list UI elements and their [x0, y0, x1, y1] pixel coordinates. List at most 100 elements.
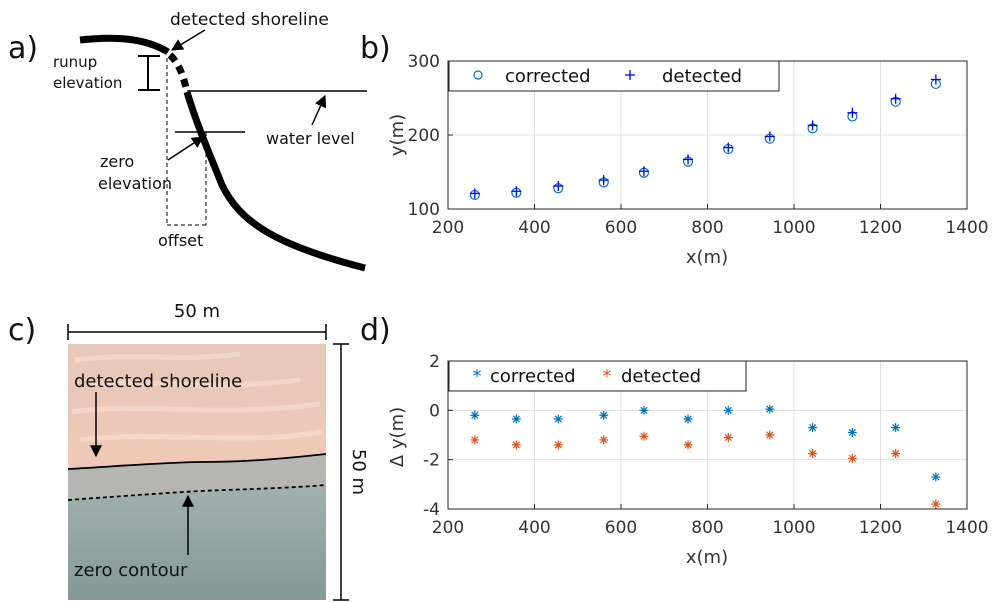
- runup-label-2: elevation: [53, 74, 122, 92]
- detected-shoreline-curve: [67, 453, 327, 470]
- chart-b-point-detected: [683, 154, 694, 165]
- chart-d: 200 400 600 800 1000 1200 1400 -4 -2 0 2 x(m) Δ y(…: [387, 352, 989, 568]
- chart-d-point-corrected: [808, 423, 818, 433]
- chart-d-point-corrected: [599, 410, 609, 420]
- chart-b-point-detected: [598, 175, 609, 186]
- chart-d-point-corrected: [891, 423, 901, 433]
- chart-d-point-detected: [723, 432, 733, 442]
- chart-d-xtick-label: 1400: [945, 518, 988, 538]
- chart-d-point-corrected: [683, 414, 693, 424]
- chart-d-markers: [470, 404, 941, 509]
- detected-shoreline-arrow: [170, 29, 206, 51]
- chart-b-point-detected: [511, 186, 522, 197]
- photo-detected-shoreline-label: detected shoreline: [74, 371, 242, 392]
- chart-d-ylabel: Δ y(m): [387, 407, 408, 467]
- chart-d-point-corrected: [553, 414, 563, 424]
- chart-b-xlabel: x(m): [686, 247, 728, 268]
- chart-b-point-detected: [847, 107, 858, 118]
- photo-zero-contour-label: zero contour: [74, 560, 188, 581]
- chart-b-legend-detected-marker: [625, 70, 635, 80]
- chart-d-point-detected: [683, 440, 693, 450]
- chart-b-point-detected: [930, 74, 941, 85]
- chart-b-ytick-label: 100: [408, 200, 440, 220]
- chart-b-point-detected: [723, 142, 734, 153]
- chart-d-legend-detected-marker: *: [603, 366, 612, 387]
- chart-d-point-corrected: [723, 405, 733, 415]
- chart-b-xtick-label: 1000: [772, 218, 815, 238]
- chart-b-point-detected: [638, 166, 649, 177]
- chart-b-xtick-label: 800: [691, 218, 723, 238]
- photo-wet-band: [68, 455, 326, 500]
- chart-d-legend-detected-label: detected: [621, 366, 701, 387]
- schematic-panel: detected shoreline runup elevation zero …: [53, 10, 367, 272]
- chart-b-legend-corrected-marker: [473, 70, 483, 80]
- water-level-arrow: [311, 94, 327, 126]
- chart-b-point-detected: [807, 120, 818, 131]
- panel-label-c: c): [8, 313, 36, 348]
- zero-elevation-arrow: [167, 136, 205, 161]
- chart-d-xtick-label: 1000: [772, 518, 815, 538]
- chart-d-legend-box: [448, 360, 747, 392]
- chart-d-point-corrected: [765, 404, 775, 414]
- chart-b-ytick-label: 200: [408, 126, 440, 146]
- chart-b-markers: [469, 74, 941, 201]
- chart-d-xtick-label: 600: [605, 518, 637, 538]
- runup-label-1: runup: [53, 53, 97, 71]
- chart-d-point-detected: [765, 430, 775, 440]
- water-level-label: water level: [266, 129, 355, 148]
- detected-shoreline-label: detected shoreline: [170, 10, 329, 30]
- chart-b-legend-detected-label: detected: [662, 66, 742, 87]
- chart-d-point-detected: [470, 435, 480, 445]
- chart-d-point-detected: [891, 449, 901, 458]
- chart-d-ytick-label: 0: [429, 401, 440, 421]
- chart-d-ytick-label: 2: [429, 352, 440, 372]
- chart-d-legend: * corrected * detected: [448, 360, 747, 392]
- chart-d-legend-corrected-label: corrected: [490, 366, 576, 387]
- chart-b-point-detected: [890, 93, 901, 104]
- chart-d-ticks: 200 400 600 800 1000 1200 1400 -4 -2 0 2: [423, 352, 989, 538]
- chart-d-point-corrected: [470, 410, 480, 420]
- chart-d-point-corrected: [931, 472, 941, 482]
- chart-b-ylabel: y(m): [387, 114, 408, 156]
- beach-profile-lower: [183, 90, 366, 272]
- photo-height-label: 50 m: [348, 449, 369, 495]
- chart-d-xtick-label: 1200: [859, 518, 902, 538]
- chart-b-point-detected: [764, 131, 775, 142]
- chart-d-point-corrected: [639, 405, 649, 415]
- chart-d-point-corrected: [511, 414, 521, 424]
- zero-label-2: elevation: [98, 174, 172, 193]
- chart-d-point-detected: [931, 499, 941, 509]
- chart-b-legend: corrected detected: [448, 60, 780, 92]
- chart-d-point-detected: [599, 435, 609, 445]
- panel-label-a: a): [8, 31, 38, 66]
- chart-d-point-detected: [511, 440, 521, 450]
- photo-width-label: 50 m: [174, 301, 220, 322]
- chart-d-point-detected: [639, 431, 649, 441]
- chart-d-xtick-label: 800: [691, 518, 723, 538]
- chart-b-xtick-label: 600: [605, 218, 637, 238]
- chart-b-xtick-label: 1400: [945, 218, 988, 238]
- beach-profile-dashed: [167, 52, 191, 93]
- chart-d-xlabel: x(m): [686, 547, 728, 568]
- chart-b-ytick-label: 300: [408, 52, 440, 72]
- zero-label-1: zero: [100, 152, 134, 171]
- beach-profile-upper: [79, 34, 170, 56]
- chart-b-point-detected: [469, 188, 480, 199]
- chart-b-point-detected: [553, 181, 564, 192]
- chart-d-xtick-label: 400: [518, 518, 550, 538]
- offset-label: offset: [158, 231, 203, 250]
- chart-b-xtick-label: 1200: [859, 218, 902, 238]
- chart-d-legend-corrected-marker: *: [473, 366, 482, 387]
- chart-b-xtick-label: 400: [518, 218, 550, 238]
- aerial-photo-panel: 50 m 50 m detected shoreline zero contou…: [67, 301, 369, 601]
- chart-b-legend-corrected-label: corrected: [505, 66, 591, 87]
- chart-b-legend-box: [448, 60, 780, 92]
- chart-d-ytick-label: -2: [423, 451, 440, 471]
- chart-b-xtick-label: 200: [432, 218, 464, 238]
- chart-d-xtick-label: 200: [432, 518, 464, 538]
- zero-contour-curve: [67, 484, 327, 501]
- chart-d-point-detected: [808, 449, 818, 458]
